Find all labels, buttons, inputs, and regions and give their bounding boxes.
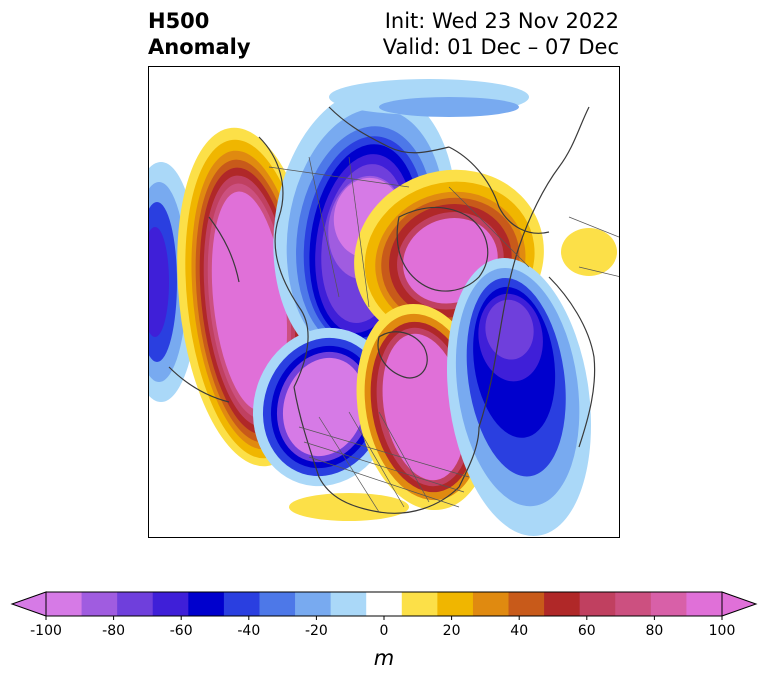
colorbar-swatch <box>686 592 723 616</box>
map-subtitle: Init: Wed 23 Nov 2022 Valid: 01 Dec – 07… <box>383 8 619 60</box>
map-title: H500 Anomaly <box>148 8 251 60</box>
coastlines <box>168 106 596 514</box>
init-date: Init: Wed 23 Nov 2022 <box>384 9 619 33</box>
colorbar-swatch <box>152 592 189 616</box>
colorbar-swatch <box>615 592 652 616</box>
state-borders <box>268 156 619 513</box>
colorbar-tick-label: 60 <box>578 623 596 639</box>
colorbar-tick-label: 0 <box>380 623 389 639</box>
anomaly-map <box>148 66 620 538</box>
colorbar-swatch <box>366 592 403 616</box>
colorbar-swatch <box>295 592 332 616</box>
colorbar-swatch <box>81 592 118 616</box>
colorbar-unit-label: m <box>373 646 395 670</box>
colorbar-swatch <box>259 592 296 616</box>
colorbar-swatch <box>544 592 581 616</box>
colorbar-extend-max <box>721 591 758 617</box>
positive-anomaly-eastern-na <box>356 303 492 511</box>
colorbar-swatch <box>401 592 438 616</box>
colorbar-tick-label: 40 <box>510 623 528 639</box>
colorbar-swatch <box>508 592 545 616</box>
colorbar-tick-label: -60 <box>170 623 193 639</box>
colorbar-tick-label: -80 <box>102 623 125 639</box>
title-line-anomaly: Anomaly <box>148 35 251 59</box>
colorbar-swatch <box>117 592 154 616</box>
colorbar-swatch <box>579 592 616 616</box>
colorbar-tick-label: -100 <box>30 623 62 639</box>
title-line-h500: H500 <box>148 9 210 33</box>
colorbar-extend-min <box>10 591 47 617</box>
colorbar-swatch <box>188 592 225 616</box>
colorbar-tick-label: 20 <box>443 623 461 639</box>
colorbar: -100 -80 -60 -40 -20 0 20 40 60 80 100 <box>10 591 758 639</box>
colorbar-swatch <box>46 592 83 616</box>
colorbar-swatch <box>472 592 510 616</box>
valid-range: Valid: 01 Dec – 07 Dec <box>382 35 619 59</box>
colorbar-tick-label: 100 <box>709 623 736 639</box>
colorbar-swatch <box>223 592 260 616</box>
colorbar-swatch <box>650 592 687 616</box>
anomaly-field <box>149 79 619 536</box>
negative-anomaly-north-arc <box>329 79 529 117</box>
colorbar-tick-label: -40 <box>237 623 260 639</box>
positive-anomaly-south-band <box>289 493 409 521</box>
colorbar-swatch <box>437 592 474 616</box>
positive-anomaly-far-east <box>561 228 617 276</box>
colorbar-swatch <box>330 592 367 616</box>
colorbar-tick-label: 80 <box>645 623 663 639</box>
colorbar-tick-label: -20 <box>305 623 328 639</box>
